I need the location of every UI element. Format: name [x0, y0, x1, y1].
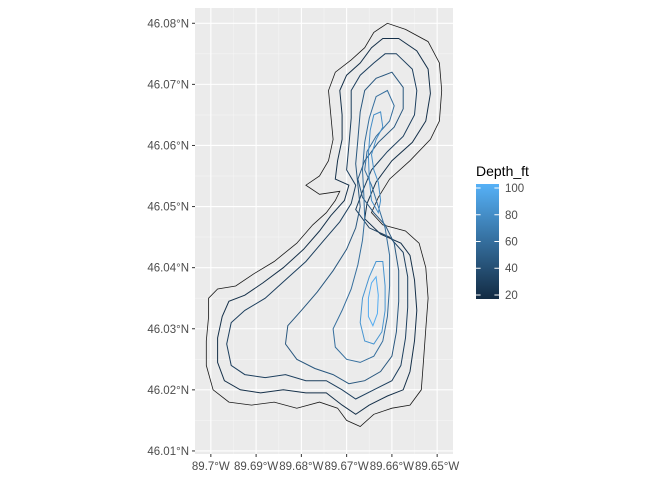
x-tick-label: 89.69°W: [234, 461, 278, 473]
y-tick-label: 46.02°N: [147, 385, 189, 397]
legend-title: Depth_ft: [476, 163, 529, 179]
y-tick-label: 46.03°N: [147, 324, 189, 336]
legend-label: 100: [505, 183, 524, 195]
legend-label: 40: [505, 263, 518, 275]
contour-depth-45: [284, 71, 404, 385]
y-tick-label: 46.05°N: [147, 202, 189, 214]
legend-label: 60: [505, 237, 518, 249]
y-axis: 46.01°N 46.02°N 46.03°N 46.04°N 46.05°N 46.06…: [147, 18, 195, 458]
grid-lines: [195, 8, 453, 454]
x-tick-label: 89.65°W: [415, 461, 459, 473]
x-tick-label: 89.68°W: [279, 461, 323, 473]
y-tick-label: 46.07°N: [147, 79, 189, 91]
x-tick-label: 89.66°W: [370, 461, 414, 473]
contour-layer: [205, 22, 443, 427]
y-tick-label: 46.06°N: [147, 140, 189, 152]
x-tick-label: 89.67°W: [325, 461, 369, 473]
y-tick-label: 46.01°N: [147, 446, 189, 458]
y-tick-label: 46.04°N: [147, 263, 189, 275]
x-tick-label: 89.7°W: [192, 461, 230, 473]
contour-depth-80: [367, 111, 384, 215]
legend-label: 80: [505, 210, 518, 222]
y-tick-label: 46.08°N: [147, 18, 189, 30]
contour-depth-60: [332, 89, 395, 363]
x-axis: 89.7°W 89.69°W 89.68°W 89.67°W 89.66°W 89.65°…: [192, 454, 459, 473]
legend-ticks: 20 40 60 80 100: [476, 183, 524, 302]
legend-colorbar: [476, 184, 499, 299]
contour-depth-100: [367, 275, 379, 327]
contour-depth-20: [217, 38, 431, 415]
legend: Depth_ft 20 40 60 80 100: [476, 163, 529, 302]
legend-label: 20: [505, 290, 518, 302]
shoreline-outline: [205, 22, 443, 427]
contour-depth-85: [359, 261, 386, 345]
